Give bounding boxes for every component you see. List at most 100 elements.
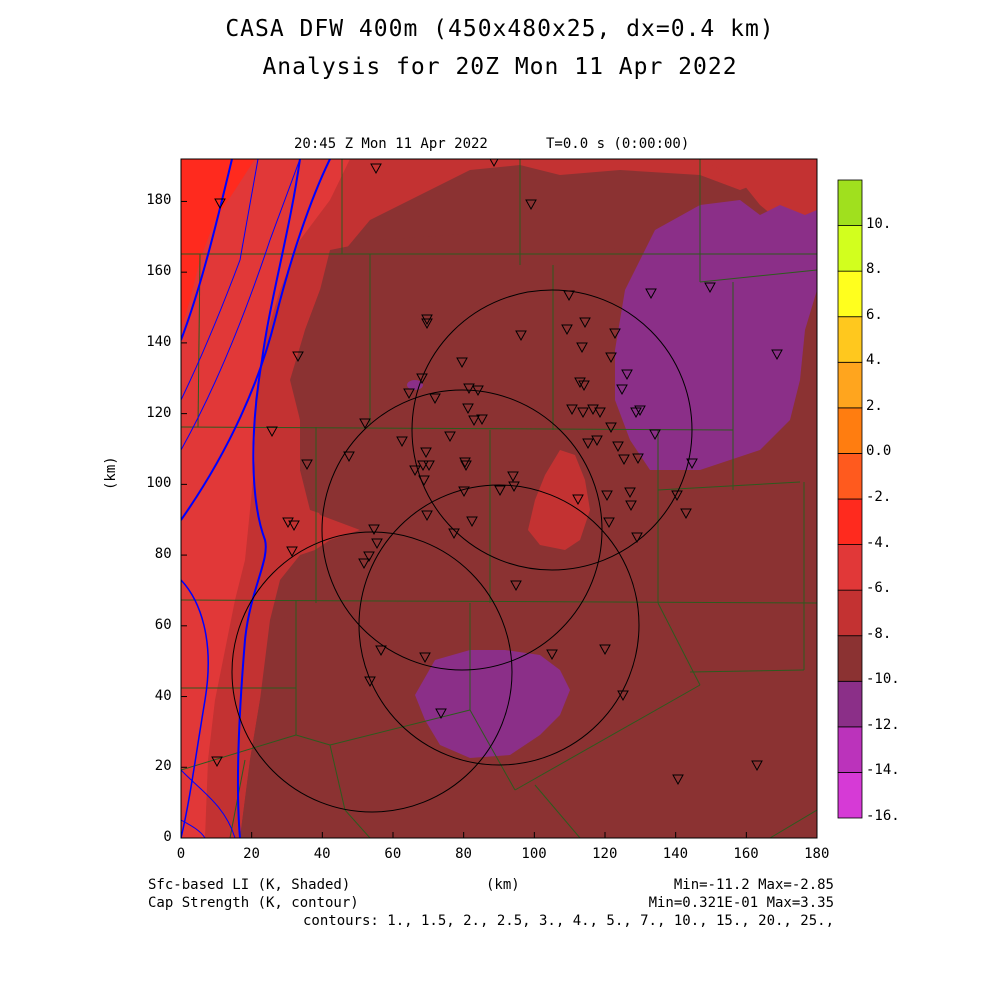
down-triangle-icon [266,426,278,438]
valid-time: 20:45 Z Mon 11 Apr 2022 [294,136,488,152]
colorbar-swatch [837,225,863,272]
down-triangle-icon [458,486,470,498]
down-triangle-icon [510,580,522,592]
colorbar-level-label: -4. [866,534,892,551]
down-triangle-icon [448,528,460,540]
colorbar-swatch [837,453,863,500]
down-triangle-icon [582,438,594,450]
y-axis-unit: (km) [103,456,119,490]
contour-field-label: Cap Strength (K, contour) [148,895,359,911]
down-triangle-icon [680,508,692,520]
shade-bright-red [181,159,350,838]
down-triangle-icon [574,377,586,389]
down-triangle-icon [419,652,431,664]
y-tick-label: 80 [154,546,172,563]
down-triangle-icon [462,403,474,415]
down-triangle-icon [423,460,435,472]
colorbar-swatch [837,361,863,409]
down-triangle-icon [631,532,643,544]
down-triangle-icon [292,351,304,363]
colorbar-level-label: -2. [866,489,892,505]
contour-levels: contours: 1., 1.5, 2., 2.5, 3., 4., 5., … [302,913,834,929]
down-triangle-icon [370,163,382,175]
x-tick-label: 160 [733,846,759,862]
shade-purple-east [615,200,817,470]
range-ring-circle [411,289,693,571]
down-triangle-icon [444,431,456,443]
down-triangle-icon [409,465,421,477]
colorbar-level-label: 4. [866,352,883,369]
colorbar-level-label: -6. [866,580,892,597]
y-tick-label: 160 [146,263,172,280]
down-triangle-icon [364,676,376,688]
x-tick-label: 40 [313,846,331,862]
down-triangle-icon [396,436,408,448]
down-triangle-icon [625,500,637,512]
down-triangle-icon [630,407,642,419]
down-triangle-icon [494,485,506,497]
colorbar-level-label: -12. [866,716,900,733]
down-triangle-icon [603,517,615,529]
down-triangle-icon [459,457,471,469]
down-triangle-icon [214,198,226,210]
shade-purple-south [415,650,570,758]
x-tick-label: 20 [243,846,260,862]
down-triangle-icon [576,342,588,354]
colorbar-level-label: 2. [866,397,883,414]
down-triangle-icon [472,385,484,397]
down-triangle-icon [456,357,468,369]
down-triangle-icon [463,383,475,395]
down-triangle-icon [671,490,683,502]
shaded-minmax: Min=-11.2 Max=-2.85 [673,877,834,893]
down-triangle-icon [704,282,716,294]
y-tick-label: 20 [154,758,172,775]
down-triangle-icon [375,645,387,657]
down-triangle-icon [686,458,698,470]
down-triangle-icon [605,422,617,434]
li-shading [181,159,817,838]
down-triangle-icon [645,288,657,300]
down-triangle-icon [403,388,415,400]
down-triangle-icon [515,330,527,342]
down-triangle-icon [525,199,537,211]
colorbar-swatch [837,589,863,637]
colorbar-level-label: 6. [866,306,883,323]
down-triangle-icon [368,524,380,536]
down-triangle-icon [371,538,383,550]
y-tick-label: 120 [146,404,172,421]
colorbar-level-label: -14. [866,762,900,779]
down-triangle-icon [561,324,573,336]
shade-maroon-center [295,230,520,600]
down-triangle-icon [363,551,375,563]
down-triangle-icon [632,453,644,465]
down-triangle-icon [572,494,584,506]
down-triangle-icon [672,774,684,786]
plot-frame [180,158,818,839]
y-tick-label: 0 [163,829,172,845]
colorbar-level-label: -10. [866,671,900,688]
down-triangle-icon [343,451,355,463]
x-tick-label: 120 [592,846,618,862]
down-triangle-icon [282,517,294,529]
x-tick-label: 100 [521,846,547,862]
down-triangle-icon [587,404,599,416]
down-triangle-icon [421,318,433,330]
down-triangle-icon [420,447,432,459]
down-triangle-icon [591,435,603,447]
down-triangle-icon [468,415,480,427]
down-triangle-icon [649,429,661,441]
x-tick-label: 60 [384,846,402,862]
colorbar [837,179,863,819]
shade-deep-red [181,159,255,330]
station-markers [211,159,783,786]
down-triangle-icon [621,369,633,381]
colorbar-swatch [837,270,863,318]
down-triangle-icon [594,407,606,419]
down-triangle-icon [358,558,370,570]
colorbar-swatch [837,179,863,226]
y-tick-label: 100 [146,475,172,492]
colorbar-swatch [837,726,863,773]
down-triangle-icon [617,690,629,702]
y-tick-label: 140 [146,333,172,350]
